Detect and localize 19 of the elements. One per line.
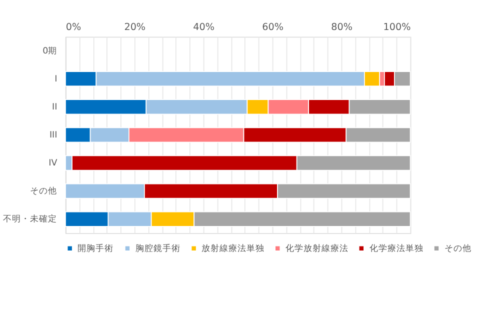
y-tick-label: 0期	[42, 45, 58, 56]
legend-label: 放射線療法単独	[202, 242, 265, 254]
y-tick-label: IV	[48, 158, 58, 169]
x-tick-label: 60%	[262, 22, 284, 34]
y-tick-label: 不明・未確定	[3, 214, 58, 225]
y-tick-label: その他	[30, 186, 58, 197]
legend-label: 開胸手術	[78, 242, 114, 254]
y-tick-label: II	[52, 102, 58, 113]
x-tick-label: 100%	[383, 22, 411, 34]
y-tick-label: I	[54, 74, 58, 84]
legend-label: 胸腔鏡手術	[135, 242, 180, 254]
x-tick-label: 40%	[193, 22, 215, 34]
x-tick-label: 20%	[124, 22, 146, 34]
x-tick-label: 0%	[66, 22, 82, 34]
x-tick-label: 80%	[331, 22, 352, 34]
legend-label: その他	[444, 242, 472, 254]
legend-label: 化学療法単独	[369, 242, 424, 254]
legend-label: 化学放射線療法	[285, 242, 348, 254]
y-tick-label: III	[49, 130, 58, 141]
